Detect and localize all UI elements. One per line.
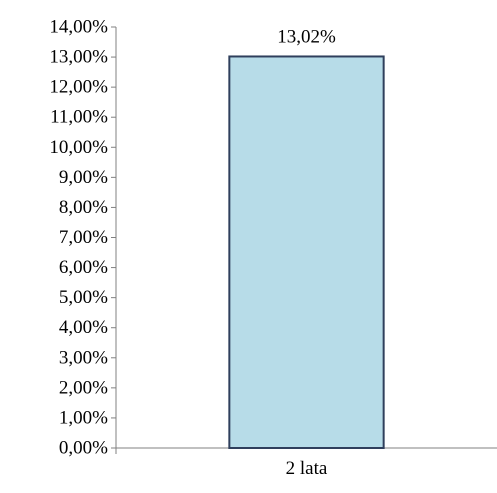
x-tick-label: 2 lata <box>286 458 328 479</box>
y-tick-label: 13,00% <box>49 47 108 68</box>
y-axis: 0,00% 1,00% 2,00% 3,00% 4,00% 5,00% 6,00% 7,00%… <box>49 17 117 459</box>
y-tick-label: 11,00% <box>50 107 108 128</box>
y-tick-label: 8,00% <box>59 197 108 218</box>
data-labels: 13,02% <box>277 26 336 47</box>
bars <box>228 55 385 449</box>
y-tick-label: 4,00% <box>59 317 108 338</box>
y-tick-label: 3,00% <box>59 347 108 368</box>
y-tick-label: 9,00% <box>59 167 108 188</box>
y-tick-label: 0,00% <box>59 438 108 459</box>
y-tick-label: 1,00% <box>59 407 108 428</box>
bar <box>228 55 385 449</box>
bar-data-label: 13,02% <box>277 26 336 47</box>
y-tick-label: 10,00% <box>49 137 108 158</box>
y-tick-label: 6,00% <box>59 257 108 278</box>
y-tick-label: 2,00% <box>59 377 108 398</box>
y-tick-label: 14,00% <box>49 17 108 38</box>
y-tick-label: 12,00% <box>49 77 108 98</box>
x-axis: 2 lata <box>111 447 497 479</box>
y-tick-label: 7,00% <box>59 227 108 248</box>
y-tick-label: 5,00% <box>59 287 108 308</box>
